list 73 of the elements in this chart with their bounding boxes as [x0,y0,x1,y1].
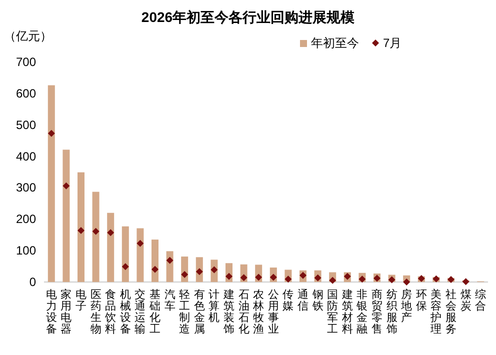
x-tick-label: 传媒 [282,289,294,312]
x-tick-label: 计算机 [208,288,220,324]
point [166,256,174,264]
x-tick-label: 综合 [475,288,486,312]
point [196,268,203,276]
legend-label: 年初至今 [311,36,359,50]
point [78,226,84,234]
bar [62,150,70,282]
point [300,272,306,279]
x-tick-label: 交通运输 [134,288,146,336]
point [462,278,470,286]
bar [136,228,144,282]
x-tick-label: 美容护理 [430,288,442,336]
x-tick-label: 通信 [298,288,308,312]
x-tick-label: 有色金属 [194,289,205,336]
point [122,263,129,270]
point [107,229,114,236]
point [181,270,188,278]
x-tick-label: 商贸零售 [372,288,382,336]
point [270,274,277,281]
x-tick-label: 家用电器 [60,288,72,336]
x-tick-label: 电力设备 [46,288,57,336]
y-tick-label: 300 [16,180,36,195]
point [314,274,322,282]
point [226,272,232,280]
point [403,278,410,286]
point [48,130,55,137]
x-tick-label: 社会服务 [446,288,456,336]
x-tick-label: 建筑材料 [340,288,353,336]
x-tick-label: 房地产 [400,288,412,324]
point [92,228,100,235]
y-tick-label: 600 [16,86,36,100]
x-tick-label: 汽车 [164,289,176,312]
x-tick-label: 国防军工 [327,289,338,336]
bar [48,85,55,282]
x-tick-label: 建筑装饰 [222,288,234,336]
chart-title: 2026年初至今各行业回购进展规模 [141,9,356,25]
point [358,276,366,283]
point [152,266,158,273]
x-tick-label: 环保 [416,289,427,312]
point [210,266,218,274]
y-tick-label: 100 [16,244,36,258]
y-tick-label: 0 [29,275,36,289]
point [136,240,144,247]
x-tick-label: 食品饮料 [104,289,116,336]
legend-label: 7月 [383,36,402,50]
x-tick-label: 钢铁 [311,289,324,312]
bar [92,192,100,282]
x-tick-label: 非银金融 [356,288,368,336]
point [255,274,262,281]
x-tick-label: 电子 [76,288,86,312]
y-axis-title: （亿元） [4,29,52,43]
x-tick-label: 石油石化 [238,289,250,336]
point [329,276,336,284]
x-tick-label: 农林牧渔 [252,289,264,336]
x-tick-label: 煤炭 [460,289,472,312]
y-tick-label: 500 [16,118,36,132]
x-tick-label: 轻工制造 [179,289,190,336]
point [284,276,292,283]
bar [122,226,129,282]
bar [107,212,114,282]
bar [152,240,158,282]
x-tick-label: 公用事业 [268,289,279,336]
y-tick-label: 400 [16,149,36,164]
bar [78,172,84,282]
x-tick-label: 医药生物 [90,289,102,336]
point [240,274,248,282]
x-tick-label: 机械设备 [120,289,131,336]
point [62,182,70,190]
x-tick-label: 纺织服饰 [385,288,398,336]
y-tick-label: 200 [16,212,36,226]
y-tick-label: 700 [16,55,36,69]
x-tick-label: 基础化工 [148,288,160,336]
